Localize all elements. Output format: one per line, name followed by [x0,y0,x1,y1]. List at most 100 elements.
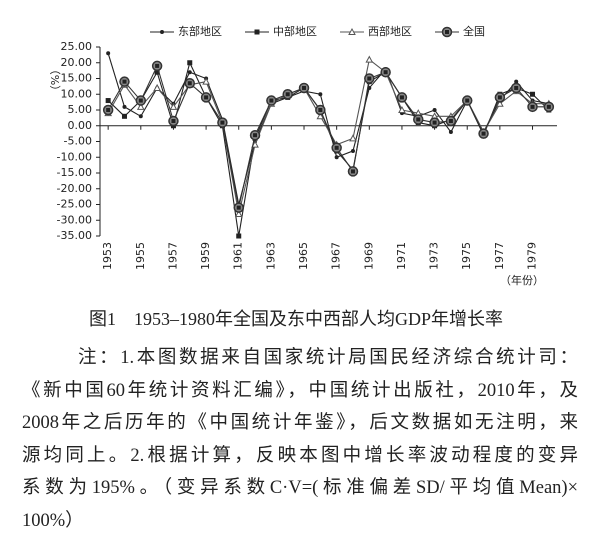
marker [119,76,130,87]
note-line: 注：1.本图数据来自国家统计局国民经济综合统计司： [78,348,578,368]
marker-core [432,120,437,125]
x-tick-label: 1965 [297,242,310,270]
marker [233,202,244,213]
y-tick-label: 20.00 [61,56,93,69]
marker [135,95,147,106]
marker [184,77,196,89]
series-line [107,64,549,208]
marker [251,140,259,148]
marker [316,112,325,120]
marker [154,69,160,75]
y-tick-label: 15.00 [61,72,93,85]
marker [266,95,277,106]
marker-core [367,76,372,81]
x-tick-label: 1959 [199,242,212,270]
marker [350,148,355,153]
marker [441,26,453,38]
marker-core [514,85,519,90]
marker [429,117,440,128]
note-line: 2008年之后历年的《中国统计年鉴》，后文数据如无注明，来 [22,413,578,433]
note-line: 系数为195%。（变异系数C·V=(标准偏差SD/平均值Mean)× [22,478,578,498]
marker [249,129,261,141]
marker-core [285,92,290,97]
note-line: 源均同上。2.根据计算，反映本图中增长率波动程度的变异 [22,445,578,466]
legend-label: 西部地区 [368,24,412,38]
marker [138,114,143,119]
y-tick-label: 5.00 [68,103,93,116]
marker [168,115,179,127]
y-tick-label: -5.00 [64,135,92,148]
marker [187,70,192,75]
marker-core [236,205,241,210]
marker-core [204,95,209,100]
x-tick-label: 1977 [493,242,506,270]
marker [282,89,293,100]
x-tick-label: 1957 [166,242,179,270]
marker [169,102,178,110]
marker-core [220,120,225,125]
marker [234,209,243,217]
y-tick-label: -10.00 [57,150,92,163]
x-tick-label: 1953 [101,242,114,270]
marker [445,115,457,127]
legend-label: 东部地区 [178,24,222,38]
x-tick-label: 1969 [362,242,375,270]
marker-core [497,95,502,100]
marker-core [465,98,470,103]
marker-core [416,117,421,122]
marker [347,166,359,177]
x-tick-label: 1979 [526,242,539,270]
note-line: 《新中国60年统计资料汇编》，中国统计出版社，2010年，及 [22,380,578,401]
marker [202,77,210,85]
marker [136,102,145,110]
marker-core [481,131,486,136]
marker [121,113,127,119]
marker [514,79,519,84]
marker [122,104,127,109]
marker-core [302,85,307,90]
series-line [107,61,550,237]
marker-core [530,104,535,109]
marker [398,105,406,113]
marker [364,73,375,84]
x-tick-label: 1961 [232,242,245,270]
marker [348,27,356,35]
marker [151,60,163,72]
y-tick-label: -15.00 [57,166,92,179]
y-tick-label: 0.00 [68,119,93,132]
marker-core [122,79,127,84]
marker-core [269,98,274,103]
marker-core [138,98,143,103]
marker [543,101,555,113]
marker-core [187,81,192,86]
y-tick-label: -25.00 [57,198,92,211]
marker [496,99,504,107]
marker-core [171,119,176,124]
marker [349,134,357,142]
marker-core [253,133,258,138]
x-tick-label: 1967 [330,242,343,270]
caption: 图1 1953–1980年全国及东中西部人均GDP年增长率 [88,309,503,329]
marker-core [383,70,388,75]
marker [530,91,536,97]
marker [365,55,374,63]
marker [254,29,260,35]
x-tick-label: 1973 [428,242,441,270]
marker [527,101,538,113]
marker [187,60,193,66]
x-tick-label: 1971 [395,242,408,270]
marker [331,142,342,154]
x-tick-label: 1975 [460,242,473,270]
marker [432,108,437,112]
marker [200,92,212,103]
notes: 注：1.本图数据来自国家统计局国民经济综合统计司： 《新中国60年统计资料汇编》，… [22,342,578,537]
marker [448,130,453,135]
marker-core [318,108,323,112]
marker [236,233,242,239]
marker [478,128,489,139]
marker [153,83,161,91]
marker [334,155,339,160]
marker [461,95,473,106]
marker [396,92,408,103]
y-tick-label: 25.00 [61,40,93,53]
